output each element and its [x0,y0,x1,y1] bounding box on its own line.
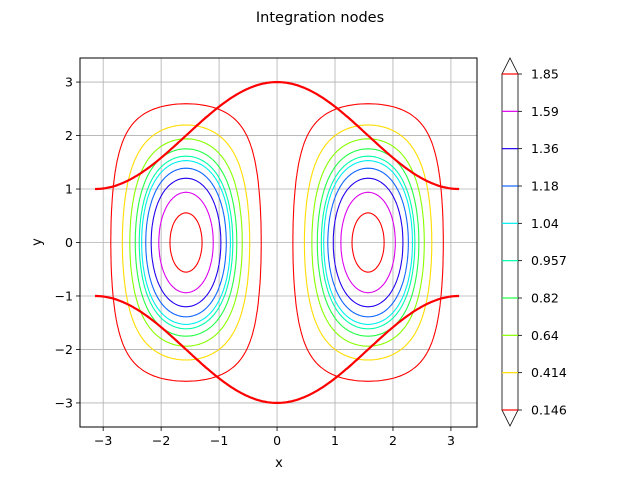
contour-level-1.36 [150,177,404,308]
lower-boundary-curve [95,294,460,404]
colorbar-tick-label: 0.146 [531,403,567,418]
colorbar-tick-label: 1.04 [531,216,559,231]
y-tick-label: 1 [65,182,73,197]
x-axis-label: x [275,456,283,471]
colorbar-frame [501,73,519,411]
colorbar-tick-label: 1.36 [531,141,559,156]
y-tick-label: −1 [55,288,73,303]
contour-level-0.82 [134,148,420,337]
x-tick-label: 0 [273,433,281,448]
x-tick-label: 3 [447,433,455,448]
y-tick-label: 2 [65,128,73,143]
colorbar-tick-label: 0.414 [531,365,567,380]
x-tick-label: −1 [210,433,228,448]
contour-level-0.64 [129,138,425,347]
contour-level-1.59 [158,191,396,294]
x-tick-label: −2 [152,433,170,448]
contour-level-0.414 [121,124,433,361]
x-tick-label: −3 [94,433,112,448]
colorbar-tick-label: 1.59 [531,104,559,119]
contour-level-1.04 [141,160,413,325]
colorbar-tick-label: 1.85 [531,67,559,82]
x-tick-label: 2 [389,433,397,448]
upper-boundary-curve [95,81,460,191]
y-axis-label: y [30,238,45,246]
y-tick-label: −3 [55,395,73,410]
contour-level-1.85 [169,212,385,273]
contour-level-0.146 [110,103,444,382]
boundary-curves [95,81,460,404]
x-axis-ticks: −3 −2 −1 0 1 2 3 [94,427,455,448]
colorbar-tick-label: 1.18 [531,179,559,194]
contour-level-1.18 [145,167,409,318]
colorbar: 0.146 0.414 0.64 0.82 0.957 1.04 1.18 1.36 1.59 1… [501,57,567,427]
y-tick-label: 0 [65,235,73,250]
chart-title: Integration nodes [256,10,384,26]
y-tick-label: −2 [55,342,73,357]
x-tick-label: 1 [331,433,339,448]
contour-level-0.957 [138,155,416,330]
colorbar-extend-bottom [501,409,519,427]
y-tick-label: 3 [65,75,73,90]
colorbar-tick-label: 0.957 [531,253,567,268]
colorbar-extend-top [501,57,519,75]
colorbar-tick-label: 0.64 [531,328,559,343]
contour-lines [110,103,444,382]
y-axis-ticks: −3 −2 −1 0 1 2 3 [55,75,80,410]
colorbar-tick-label: 0.82 [531,291,559,306]
